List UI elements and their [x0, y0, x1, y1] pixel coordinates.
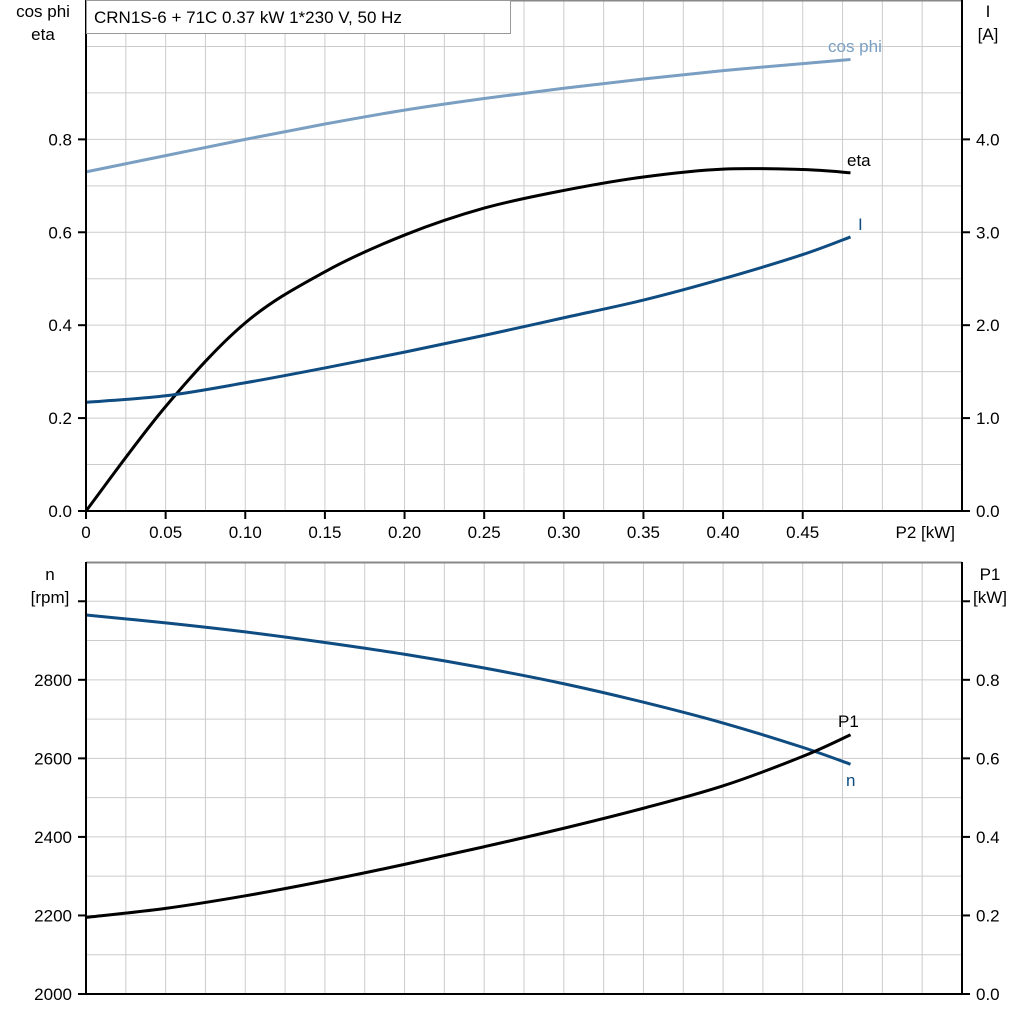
x-axis-label: P2 [kW]: [895, 523, 955, 542]
series-line-n: [85, 613, 852, 766]
x-tick-label: 0.15: [308, 523, 341, 542]
series-line-i: [85, 235, 852, 404]
curves: [84, 57, 852, 919]
series-line-p1: [85, 733, 852, 919]
x-tick-label: 0: [81, 523, 90, 542]
x-tick-label: 0.30: [547, 523, 580, 542]
y-right-tick-label: 0.8: [976, 671, 1000, 690]
grid-top: [86, 0, 962, 511]
y-right-tick-label: 0.4: [976, 828, 1000, 847]
y-left-tick-label: 0.0: [48, 502, 72, 521]
y-left-tick-label: 0.8: [48, 130, 72, 149]
series-line-cos-phi: [85, 57, 851, 174]
y-right-tick-label: 1.0: [976, 409, 1000, 428]
y-right-tick-label: 0.0: [976, 502, 1000, 521]
y-right-tick-label: 4.0: [976, 130, 1000, 149]
y-left-label-bottom-2: [rpm]: [31, 588, 70, 607]
chart-title: CRN1S-6 + 71C 0.37 kW 1*230 V, 50 Hz: [94, 8, 402, 27]
y-right-tick-label: 0.6: [976, 749, 1000, 768]
series-label-i: I: [858, 215, 863, 234]
y-left-label-top-2: eta: [31, 25, 55, 44]
y-right-tick-label: 0.2: [976, 906, 1000, 925]
x-tick-label: 0.25: [468, 523, 501, 542]
x-tick-label: 0.45: [786, 523, 819, 542]
y-right-tick-label: 2.0: [976, 316, 1000, 335]
y-left-tick-label: 0.4: [48, 316, 72, 335]
y-right-label-top-1: I: [986, 2, 991, 21]
x-tick-label: 0.40: [707, 523, 740, 542]
x-tick-label: 0.35: [627, 523, 660, 542]
y-right-tick-label: 0.0: [976, 985, 1000, 1004]
y-left-label-top-1: cos phi: [16, 2, 70, 21]
y-right-label-bottom-1: P1: [980, 565, 1001, 584]
x-tick-label: 0.10: [229, 523, 262, 542]
x-tick-label: 0.05: [149, 523, 182, 542]
y-left-tick-label: 2400: [34, 828, 72, 847]
y-left-label-bottom-1: n: [45, 565, 54, 584]
y-left-tick-label: 2000: [34, 985, 72, 1004]
series-label-n: n: [846, 771, 855, 790]
y-right-label-bottom-2: [kW]: [973, 588, 1007, 607]
y-left-tick-label: 0.2: [48, 409, 72, 428]
grid-bottom: [86, 561, 962, 994]
y-right-tick-label: 3.0: [976, 223, 1000, 242]
y-left-tick-label: 2200: [34, 906, 72, 925]
tick-labels: 0.0 0.2 0.4 0.6 0.8 0.0 1.0 2.0 3.0 4.0 0 0.05 0.10 0…: [34, 130, 999, 1004]
x-tick-label: 0.20: [388, 523, 421, 542]
axes: [78, 0, 970, 995]
y-right-label-top-2: [A]: [978, 25, 999, 44]
y-left-tick-label: 2600: [34, 749, 72, 768]
y-left-tick-label: 0.6: [48, 223, 72, 242]
title-box: [86, 0, 511, 34]
series-label-eta: eta: [847, 151, 871, 170]
series-label-p1: P1: [838, 712, 859, 731]
series-line-eta: [84, 167, 851, 512]
series-label-cos-phi: cos phi: [828, 37, 882, 56]
y-left-tick-label: 2800: [34, 671, 72, 690]
